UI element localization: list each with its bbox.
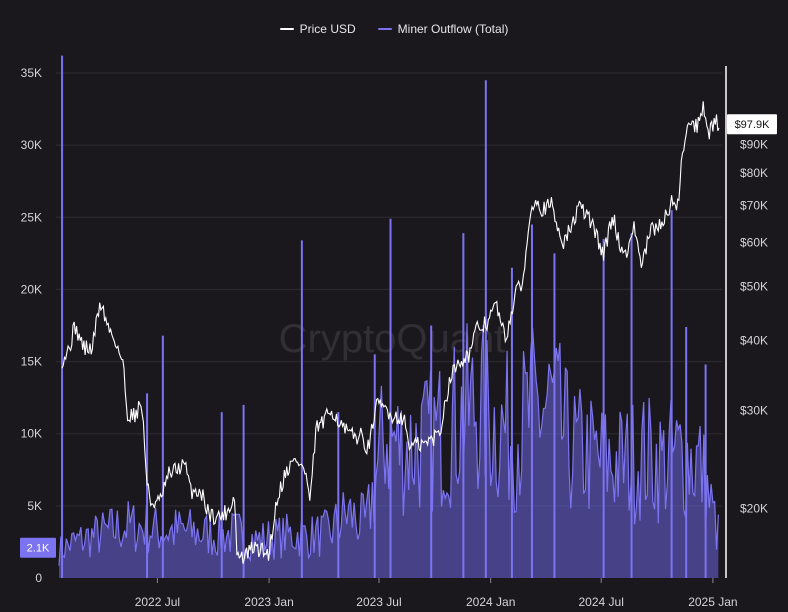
right-y-axis: $20K $30K $40K $50K $60K $70K $80K $90K <box>725 66 768 578</box>
left-tick-label: 0 <box>35 571 42 585</box>
price-swatch <box>279 28 294 30</box>
left-tick-label: 30K <box>21 138 42 152</box>
legend: Price USD Miner Outflow (Total) <box>0 22 788 36</box>
last-value-tags: $97.9K 2.1K <box>20 114 777 558</box>
price-series <box>61 101 720 564</box>
left-tick-label: 15K <box>21 355 42 369</box>
x-tick-label: 2023 Jan <box>244 595 293 609</box>
left-tick-label: 5K <box>27 499 42 513</box>
legend-item-price[interactable]: Price USD <box>279 22 356 36</box>
right-tick-label: $80K <box>740 166 768 180</box>
left-y-axis: 0 5K 10K 15K 20K 25K 30K 35K <box>21 66 43 585</box>
price-tag-label: $97.9K <box>735 119 771 131</box>
outflow-swatch <box>377 28 392 30</box>
legend-item-outflow[interactable]: Miner Outflow (Total) <box>377 22 509 36</box>
x-tick-label: 2025 Jan <box>688 595 737 609</box>
x-tick-label: 2023 Jul <box>356 595 401 609</box>
x-tick-label: 2022 Jul <box>135 595 180 609</box>
price-line <box>61 101 720 564</box>
right-tick-label: $60K <box>740 236 768 250</box>
x-tick-label: 2024 Jan <box>466 595 515 609</box>
x-tick-label: 2024 Jul <box>578 595 623 609</box>
x-axis: 2022 Jul 2023 Jan 2023 Jul 2024 Jan 2024 Jul… <box>135 578 738 609</box>
outflow-series <box>58 55 719 578</box>
right-tick-label: $40K <box>740 334 768 348</box>
outflow-line <box>58 323 719 566</box>
right-tick-label: $20K <box>740 501 768 515</box>
outflow-tag-label: 2.1K <box>27 543 50 555</box>
legend-price-label: Price USD <box>299 22 356 36</box>
gridlines <box>56 72 722 507</box>
left-tick-label: 10K <box>21 427 42 441</box>
left-tick-label: 20K <box>21 282 42 296</box>
outflow-tag-box <box>20 537 56 558</box>
left-tick-label: 25K <box>21 210 42 224</box>
left-tick-label: 35K <box>21 66 42 80</box>
right-tick-label: $90K <box>740 138 768 152</box>
right-tick-label: $70K <box>740 198 768 212</box>
legend-outflow-label: Miner Outflow (Total) <box>397 22 509 36</box>
price-tag-box <box>727 114 777 135</box>
right-tick-label: $50K <box>740 280 768 294</box>
right-tick-label: $30K <box>740 403 768 417</box>
watermark-text: CryptoQuant <box>279 317 506 361</box>
